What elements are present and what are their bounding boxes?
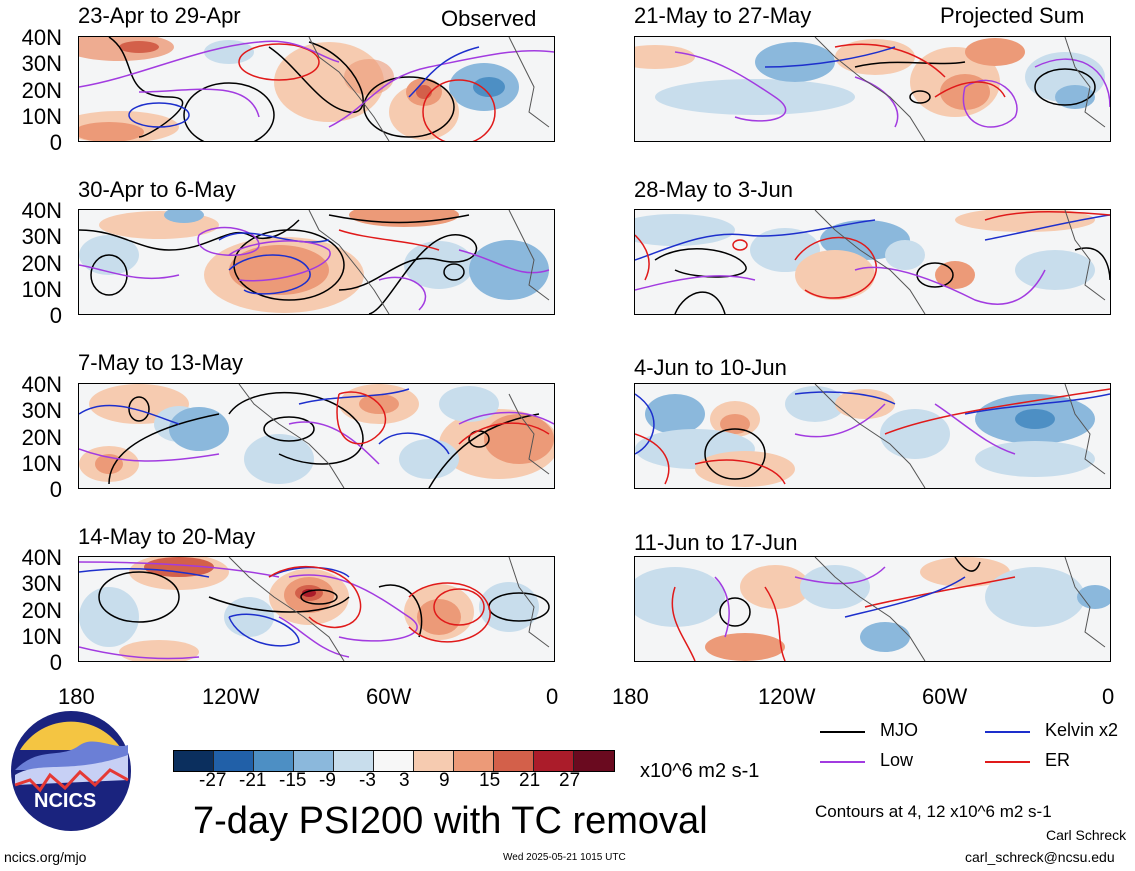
colorbar-label: -15 (279, 770, 307, 791)
lat-label: 20N (21, 598, 62, 623)
panel-title-4: 14-May to 20-May (78, 524, 256, 549)
panel-title-3: 7-May to 13-May (78, 350, 244, 375)
colorbar-label: -3 (359, 770, 376, 791)
colorbar-swatch (494, 751, 534, 771)
legend-mjo-line (820, 731, 865, 733)
map-panel-6 (634, 209, 1111, 315)
map-panel-8 (634, 556, 1111, 662)
colorbar-swatch (174, 751, 214, 771)
projected-label: Projected Sum (940, 3, 1085, 28)
footer-email: carl_schreck@ncsu.edu (965, 849, 1115, 865)
map-panel-3 (78, 383, 555, 489)
colorbar-units: x10^6 m2 s-1 (640, 760, 760, 782)
contour-note: Contours at 4, 12 x10^6 m2 s-1 (815, 802, 1052, 821)
colorbar-label: 9 (439, 770, 450, 791)
footer-author: Carl Schreck (1046, 827, 1127, 843)
lat-label: 10N (21, 277, 62, 302)
main-title: 7-day PSI200 with TC removal (193, 800, 708, 842)
colorbar-swatch (454, 751, 494, 771)
footer-url: ncics.org/mjo (4, 849, 87, 865)
lon-label: 60W (922, 684, 968, 709)
lon-label: 120W (758, 684, 816, 709)
legend-er-label: ER (1045, 750, 1071, 770)
colorbar-swatch (414, 751, 454, 771)
lon-label: 180 (58, 684, 95, 709)
lat-label: 0 (49, 477, 62, 502)
lat-label: 40N (21, 372, 62, 397)
map-panel-1 (78, 36, 555, 142)
legend-er-line (985, 761, 1030, 763)
colorbar (173, 750, 615, 772)
lat-label: 10N (21, 104, 62, 129)
lat-label: 40N (21, 25, 62, 50)
lat-label: 0 (49, 650, 62, 675)
colorbar-swatch (334, 751, 374, 771)
panel-title-1: 23-Apr to 29-Apr (78, 3, 241, 28)
lat-label: 40N (21, 198, 62, 223)
colorbar-swatch (214, 751, 254, 771)
map-panel-5 (634, 36, 1111, 142)
lat-label: 30N (21, 224, 62, 249)
lon-label: 60W (366, 684, 412, 709)
colorbar-swatch (294, 751, 334, 771)
lat-label: 30N (21, 51, 62, 76)
lat-label: 0 (49, 303, 62, 328)
legend-kelvin-label: Kelvin x2 (1045, 720, 1119, 740)
lat-label: 20N (21, 251, 62, 276)
colorbar-swatch (374, 751, 414, 771)
panel-title-6: 28-May to 3-Jun (634, 177, 793, 202)
colorbar-label: 3 (399, 770, 410, 791)
colorbar-label: -9 (319, 770, 336, 791)
map-panel-2 (78, 209, 555, 315)
legend-mjo-label: MJO (880, 720, 918, 740)
colorbar-swatch (254, 751, 294, 771)
lon-label: 0 (546, 684, 559, 709)
lat-label: 10N (21, 451, 62, 476)
lat-label: 40N (21, 545, 62, 570)
colorbar-label: 27 (559, 770, 581, 791)
legend-low-line (820, 761, 865, 763)
footer-timestamp: Wed 2025-05-21 1015 UTC (503, 852, 626, 863)
lon-label: 0 (1102, 684, 1115, 709)
map-panel-4 (78, 556, 555, 662)
lon-label: 120W (202, 684, 260, 709)
legend-low-label: Low (880, 750, 914, 770)
panel-title-2: 30-Apr to 6-May (78, 177, 236, 202)
panel-title-8: 11-Jun to 17-Jun (634, 530, 798, 555)
observed-label: Observed (441, 6, 537, 31)
colorbar-label: 21 (519, 770, 541, 791)
map-panel-7 (634, 383, 1111, 489)
lat-label: 0 (49, 130, 62, 155)
lat-label: 30N (21, 571, 62, 596)
colorbar-label: 15 (479, 770, 501, 791)
lat-label: 20N (21, 425, 62, 450)
colorbar-label: -21 (239, 770, 267, 791)
colorbar-label: -27 (199, 770, 227, 791)
logo-text: NCICS (34, 790, 97, 812)
lat-label: 20N (21, 78, 62, 103)
panel-title-5: 21-May to 27-May (634, 3, 812, 28)
lon-label: 180 (612, 684, 649, 709)
legend-kelvin-line (985, 731, 1030, 733)
colorbar-swatch (574, 751, 614, 771)
ncics-logo: NCICS (10, 710, 132, 832)
colorbar-swatch (534, 751, 574, 771)
lat-label: 10N (21, 624, 62, 649)
lat-label: 30N (21, 398, 62, 423)
panel-title-7: 4-Jun to 10-Jun (634, 355, 787, 380)
